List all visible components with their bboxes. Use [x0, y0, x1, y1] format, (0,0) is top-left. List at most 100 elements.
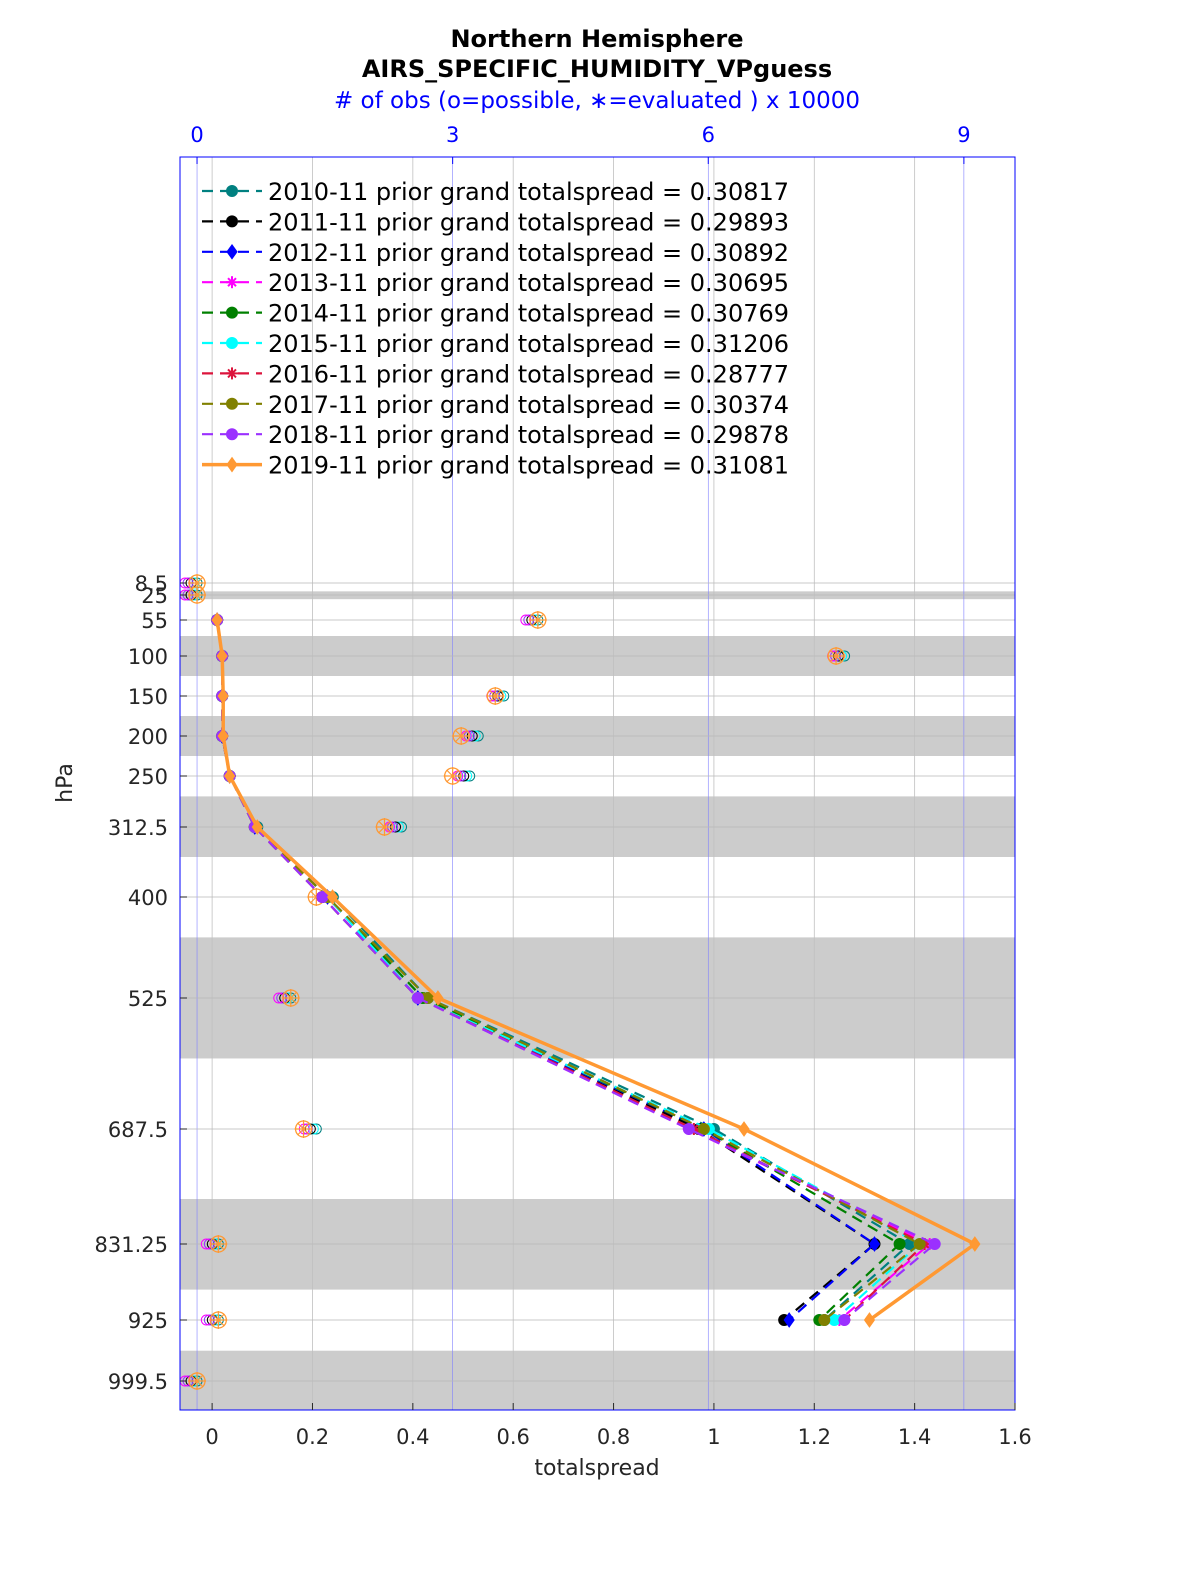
- chart-subtitle: AIRS_SPECIFIC_HUMIDITY_VPguess: [362, 55, 832, 83]
- obs-possible-marker: [396, 821, 408, 833]
- legend-marker: [226, 243, 238, 260]
- y-axis-label: hPa: [53, 763, 78, 803]
- legend-label: 2010-11 prior grand totalspread = 0.3081…: [268, 178, 789, 206]
- x-tick-label: 0.2: [296, 1425, 329, 1449]
- series-point: [913, 1238, 926, 1250]
- legend-label: 2018-11 prior grand totalspread = 0.2987…: [268, 421, 789, 449]
- legend: 2010-11 prior grand totalspread = 0.3081…: [202, 178, 789, 480]
- legend-marker: [226, 276, 238, 289]
- legend-label: 2012-11 prior grand totalspread = 0.3089…: [268, 239, 789, 267]
- legend-marker: [226, 367, 238, 380]
- y-tick-label: 200: [128, 725, 168, 749]
- x-tick-label: 0.4: [396, 1425, 429, 1449]
- obs-evaluated-marker: [452, 727, 471, 745]
- series-point: [432, 990, 444, 1006]
- obs-evaluated-marker: [443, 767, 462, 785]
- series-point: [326, 889, 339, 905]
- obs-possible-marker: [472, 730, 484, 742]
- legend-marker: [226, 185, 238, 197]
- x-tick-label: 0.6: [496, 1425, 529, 1449]
- legend-marker: [226, 428, 238, 441]
- obs-evaluated-marker: [188, 586, 207, 604]
- obs-evaluated-marker: [827, 647, 846, 665]
- legend-marker: [226, 397, 238, 410]
- x-axis-ticks: 0 0.2 0.4 0.6 0.8 1 1.2 1.4 1.6: [205, 1403, 1032, 1449]
- series-point: [818, 1314, 831, 1326]
- legend-label: 2019-11 prior grand totalspread = 0.3108…: [268, 452, 789, 480]
- series-point: [868, 1236, 881, 1252]
- obs-evaluated-marker: [486, 687, 505, 705]
- obs-possible-marker: [393, 821, 405, 833]
- obs-evaluated-marker: [528, 611, 547, 629]
- top-tick-label: 0: [190, 123, 203, 147]
- series-point: [969, 1236, 981, 1252]
- obs-evaluated-marker: [375, 818, 394, 836]
- top-tick-label: 6: [702, 123, 715, 147]
- obs-evaluated-marker: [294, 1120, 313, 1138]
- obs-possible-marker: [469, 730, 481, 742]
- legend-label: 2015-11 prior grand totalspread = 0.3120…: [268, 330, 789, 358]
- series-point: [738, 1121, 750, 1137]
- top-axis-label: # of obs (o=possible, ∗=evaluated ) x 10…: [334, 88, 860, 114]
- legend-marker: [226, 306, 238, 319]
- x-tick-label: 1.6: [998, 1425, 1031, 1449]
- x-tick-label: 0: [205, 1425, 218, 1449]
- y-tick-label: 250: [128, 765, 168, 789]
- series-point: [783, 1312, 795, 1328]
- x-tick-label: 1.4: [898, 1425, 931, 1449]
- obs-possible-marker: [461, 770, 473, 782]
- y-tick-label: 925: [128, 1309, 168, 1333]
- x-tick-label: 1.2: [798, 1425, 831, 1449]
- legend-marker: [226, 337, 238, 349]
- legend-label: 2011-11 prior grand totalspread = 0.2989…: [268, 208, 789, 236]
- x-axis-label: totalspread: [534, 1456, 659, 1481]
- shaded-band: [180, 1350, 1015, 1410]
- obs-possible-marker: [464, 770, 476, 782]
- series-point: [211, 612, 223, 628]
- x-tick-label: 0.8: [597, 1425, 630, 1449]
- series-point: [682, 1123, 695, 1135]
- legend-label: 2014-11 prior grand totalspread = 0.3076…: [268, 300, 789, 328]
- y-tick-label: 525: [128, 987, 168, 1011]
- y-tick-label: 400: [128, 886, 168, 910]
- legend-label: 2016-11 prior grand totalspread = 0.2877…: [268, 360, 789, 388]
- series-point: [893, 1238, 906, 1250]
- legend-marker: [226, 456, 238, 473]
- series-point: [216, 648, 228, 664]
- grid-lines: [180, 157, 1016, 1410]
- series-point: [928, 1238, 941, 1250]
- series-point: [838, 1314, 851, 1326]
- y-tick-label: 687.5: [108, 1118, 168, 1142]
- chart-title: Northern Hemisphere: [450, 25, 743, 53]
- legend-marker: [226, 215, 238, 228]
- top-axis-ticks: 0 3 6 9: [190, 123, 971, 164]
- series-point: [697, 1123, 710, 1135]
- y-tick-label: 312.5: [108, 816, 168, 840]
- x-tick-label: 1: [707, 1425, 720, 1449]
- series-point: [863, 1312, 876, 1328]
- y-tick-label: 100: [128, 645, 168, 669]
- y-tick-label: 150: [128, 685, 168, 709]
- series-point: [224, 768, 236, 784]
- legend-label: 2013-11 prior grand totalspread = 0.3069…: [268, 269, 789, 297]
- series-point: [217, 728, 229, 744]
- series-point: [217, 688, 229, 704]
- series-point: [411, 992, 424, 1004]
- plot-frame: [179, 156, 1016, 1411]
- obs-evaluated-marker: [188, 1372, 207, 1390]
- top-tick-label: 9: [957, 123, 970, 147]
- y-tick-label: 25: [141, 584, 168, 608]
- obs-evaluated-marker: [209, 1235, 228, 1253]
- y-tick-label: 55: [141, 609, 168, 633]
- top-tick-label: 3: [446, 123, 459, 147]
- obs-evaluated-marker: [281, 989, 300, 1007]
- legend-label: 2017-11 prior grand totalspread = 0.3037…: [268, 391, 789, 419]
- y-tick-label: 8.5: [135, 572, 168, 596]
- obs-evaluated-marker: [209, 1311, 228, 1329]
- y-tick-label: 831.25: [95, 1233, 168, 1257]
- series-lines: [211, 612, 981, 1328]
- y-tick-label: 999.5: [108, 1370, 168, 1394]
- series-point: [251, 819, 263, 835]
